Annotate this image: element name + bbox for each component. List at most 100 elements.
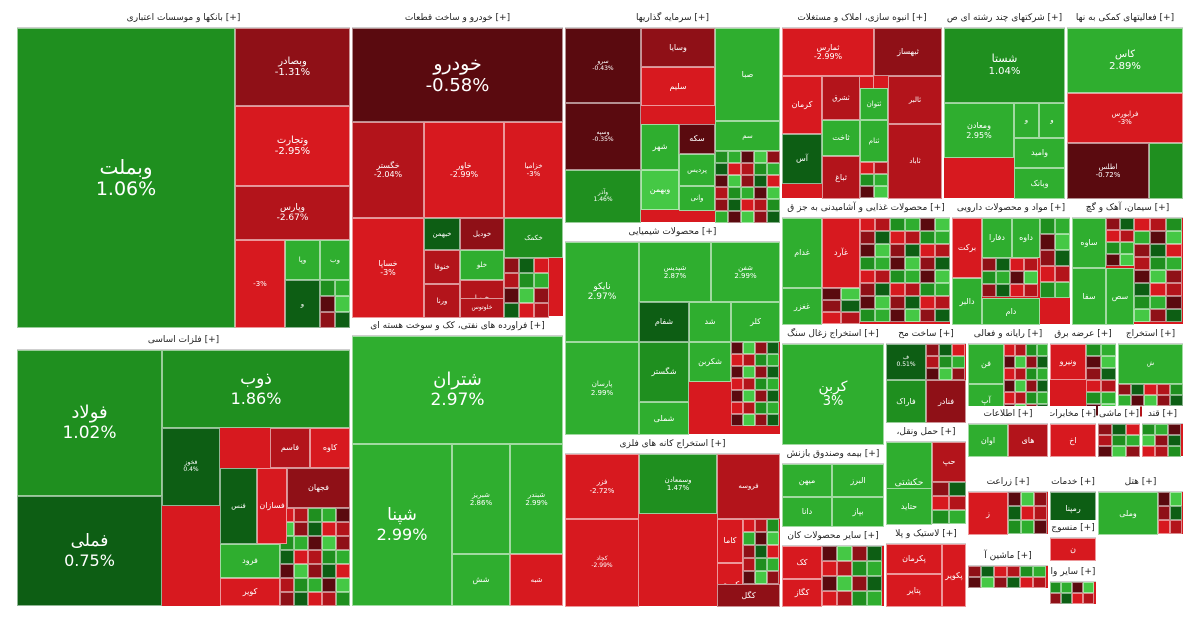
small-stock-tile[interactable] [905, 270, 920, 283]
small-stock-tile[interactable] [308, 578, 322, 592]
stock-tile[interactable]: ثالبر [888, 76, 942, 124]
stock-tile[interactable]: فخوز 0.4% [162, 428, 220, 506]
small-stock-tile[interactable] [743, 354, 755, 366]
small-stock-tile[interactable] [294, 522, 308, 536]
small-stock-tile[interactable] [1015, 368, 1026, 380]
small-stock-tile[interactable] [874, 174, 888, 186]
small-stock-tile[interactable] [755, 519, 767, 532]
stock-tile[interactable]: شپدیس 2.87% [639, 242, 711, 302]
small-stock-tile[interactable] [822, 591, 837, 606]
small-stock-tile[interactable] [754, 211, 767, 223]
stock-tile[interactable]: پکرمان [886, 544, 942, 574]
stock-tile[interactable]: ثتوان [860, 88, 888, 120]
small-stock-tile[interactable] [1120, 242, 1134, 254]
small-stock-tile[interactable] [336, 550, 350, 564]
small-stock-tile[interactable] [308, 508, 322, 522]
small-stock-tile[interactable] [982, 271, 996, 284]
stock-tile[interactable]: سلیم [641, 67, 715, 106]
small-stock-tile[interactable] [743, 558, 755, 571]
stock-tile[interactable]: خبهمن [424, 218, 460, 250]
small-stock-tile[interactable] [755, 366, 767, 378]
small-stock-tile[interactable] [1166, 296, 1182, 309]
sector-header[interactable]: [+] مواد و محصولات دارویی [952, 200, 1070, 218]
small-stock-tile[interactable] [920, 309, 935, 322]
small-stock-tile[interactable] [1010, 271, 1024, 284]
small-stock-tile[interactable] [504, 273, 519, 288]
sector-header[interactable]: [+] ماشین آ [968, 548, 1048, 566]
small-stock-tile[interactable] [308, 564, 322, 578]
small-stock-tile[interactable] [841, 288, 860, 300]
small-stock-tile[interactable] [860, 218, 875, 231]
sector-header[interactable]: [+] حمل ونقل، [886, 424, 966, 442]
small-stock-tile[interactable] [981, 566, 994, 577]
stock-tile[interactable]: پتایر [886, 574, 942, 607]
small-stock-tile[interactable] [1134, 231, 1150, 244]
small-stock-tile[interactable] [1033, 566, 1046, 577]
small-stock-tile[interactable] [280, 564, 294, 578]
stock-tile[interactable]: شپنا 2.99% [352, 444, 452, 606]
small-stock-tile[interactable] [322, 508, 336, 522]
stock-tile[interactable]: فملی 0.75% [17, 496, 162, 606]
small-stock-tile[interactable] [715, 211, 728, 223]
small-stock-tile[interactable] [336, 592, 350, 606]
small-stock-tile[interactable] [1158, 506, 1170, 520]
small-stock-tile[interactable] [1150, 309, 1166, 322]
small-stock-tile[interactable] [982, 284, 996, 297]
small-stock-tile[interactable] [767, 187, 780, 199]
small-stock-tile[interactable] [1134, 296, 1150, 309]
stock-tile[interactable]: وامید [1014, 138, 1065, 168]
small-stock-tile[interactable] [767, 342, 779, 354]
small-stock-tile[interactable] [935, 309, 950, 322]
small-stock-tile[interactable] [755, 402, 767, 414]
small-stock-tile[interactable] [754, 163, 767, 175]
sector-header[interactable]: [+] اطلاعات [968, 406, 1048, 424]
stock-tile[interactable]: فجهان [287, 468, 350, 508]
small-stock-tile[interactable] [1168, 435, 1181, 446]
small-stock-tile[interactable] [920, 244, 935, 257]
small-stock-tile[interactable] [1134, 218, 1150, 231]
stock-tile[interactable]: فسازان [257, 468, 287, 544]
small-stock-tile[interactable] [755, 390, 767, 402]
small-stock-tile[interactable] [767, 390, 779, 402]
sector-header[interactable]: [+] ساخت مح [886, 326, 966, 344]
small-stock-tile[interactable] [504, 288, 519, 303]
small-stock-tile[interactable] [890, 231, 905, 244]
small-stock-tile[interactable] [728, 187, 741, 199]
stock-tile[interactable]: ثمارس -2.99% [782, 28, 874, 76]
stock-tile[interactable]: ذوب 1.86% [162, 350, 350, 428]
small-stock-tile[interactable] [935, 296, 950, 309]
sector-header[interactable]: [+] سیمان، آهک و گچ [1072, 200, 1183, 218]
stock-tile[interactable]: سفا [1072, 268, 1106, 325]
small-stock-tile[interactable] [715, 175, 728, 187]
small-stock-tile[interactable] [322, 592, 336, 606]
small-stock-tile[interactable] [280, 578, 294, 592]
small-stock-tile[interactable] [1055, 282, 1070, 298]
small-stock-tile[interactable] [741, 211, 754, 223]
stock-tile[interactable]: کاما [717, 519, 743, 563]
small-stock-tile[interactable] [767, 378, 779, 390]
small-stock-tile[interactable] [335, 312, 350, 328]
small-stock-tile[interactable] [755, 378, 767, 390]
stock-tile[interactable]: برکت [952, 218, 982, 278]
stock-tile[interactable]: خودیل [460, 218, 504, 250]
stock-tile[interactable]: شملی [639, 402, 689, 435]
stock-tile[interactable]: کاس 2.89% [1067, 28, 1183, 93]
small-stock-tile[interactable] [926, 344, 939, 356]
small-stock-tile[interactable] [1024, 258, 1038, 271]
small-stock-tile[interactable] [1061, 593, 1072, 604]
small-stock-tile[interactable] [728, 175, 741, 187]
stock-tile[interactable]: غآرد [822, 218, 860, 288]
small-stock-tile[interactable] [755, 354, 767, 366]
small-stock-tile[interactable] [1155, 424, 1168, 435]
sector-header[interactable]: [+] استخراج [1118, 326, 1183, 344]
small-stock-tile[interactable] [841, 300, 860, 312]
sector-header[interactable]: [+] منسوج [1050, 520, 1096, 538]
small-stock-tile[interactable] [755, 414, 767, 426]
small-stock-tile[interactable] [1126, 446, 1140, 457]
small-stock-tile[interactable] [1086, 344, 1101, 356]
small-stock-tile[interactable] [1021, 520, 1034, 534]
small-stock-tile[interactable] [905, 218, 920, 231]
small-stock-tile[interactable] [1072, 582, 1083, 593]
small-stock-tile[interactable] [926, 356, 939, 368]
stock-tile[interactable]: وبهمن [641, 170, 679, 210]
